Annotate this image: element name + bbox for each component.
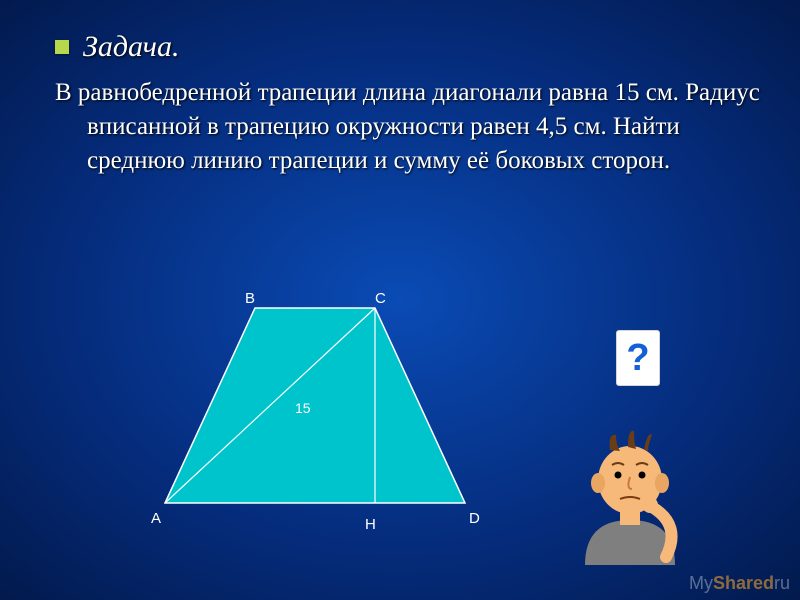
trapezoid-figure: A B C D H 15 (145, 288, 515, 548)
vertex-label-c: C (375, 290, 386, 307)
vertex-label-d: D (469, 510, 480, 527)
character-svg (570, 425, 690, 565)
watermark: MySharedru (689, 573, 790, 594)
question-mark-icon: ? (626, 337, 649, 380)
watermark-prefix: My (689, 573, 713, 593)
problem-text: В равнобедренной трапеции длина диагонал… (55, 76, 760, 177)
vertex-label-a: A (151, 510, 161, 527)
question-bubble-rect: ? (616, 330, 660, 386)
vertex-label-b: B (245, 290, 255, 307)
slide-title: Задача. (83, 30, 179, 64)
vertex-label-h: H (365, 516, 376, 533)
title-bullet (55, 40, 69, 54)
diagonal-length-label: 15 (295, 400, 311, 416)
watermark-accent: Shared (713, 573, 774, 593)
thinking-character (570, 425, 690, 565)
watermark-suffix: ru (774, 573, 790, 593)
question-bubble: ? (616, 330, 660, 390)
trapezoid-svg (145, 288, 515, 548)
